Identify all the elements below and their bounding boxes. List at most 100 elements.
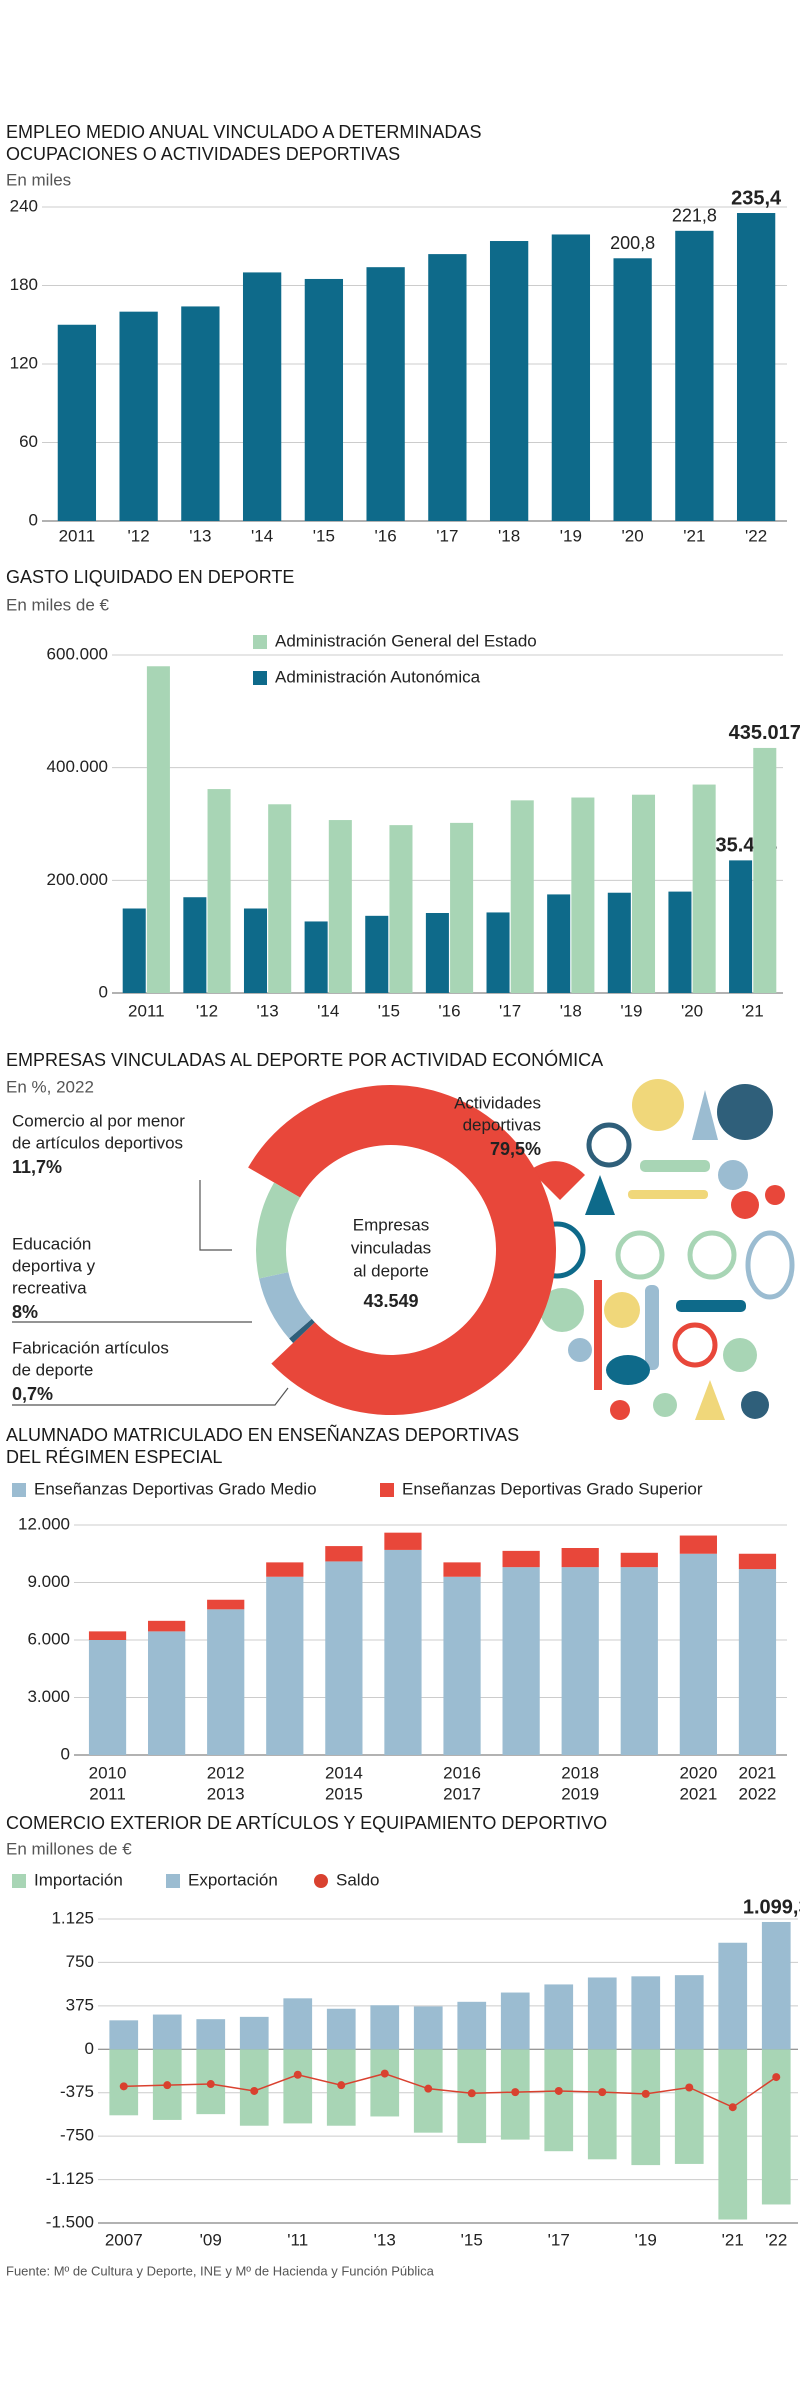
bar <box>370 2005 400 2050</box>
legend-swatch <box>253 671 267 685</box>
icon-dumbbell <box>640 1160 710 1172</box>
legend-swatch <box>12 1483 26 1497</box>
bar <box>502 1567 540 1755</box>
y-tick-label: 3.000 <box>27 1687 70 1706</box>
line-point <box>511 2088 520 2097</box>
bar <box>326 2008 356 2050</box>
bar <box>196 2019 226 2050</box>
icon-ball <box>723 1338 757 1372</box>
bar <box>207 1599 245 1610</box>
segment-label: de deporte <box>12 1360 93 1379</box>
bar <box>266 1576 304 1755</box>
segment-label: recreativa <box>12 1278 87 1297</box>
x-tick-label: '20 <box>681 1001 703 1020</box>
x-tick-label: '15 <box>461 2230 483 2249</box>
icon-ball <box>568 1338 592 1362</box>
x-tick-label: '13 <box>189 526 211 545</box>
leader-lines <box>12 1164 540 1406</box>
x-tick-label: '17 <box>436 526 458 545</box>
bar <box>328 820 352 993</box>
leader-line <box>12 1387 289 1406</box>
icon-shuttle <box>692 1090 718 1140</box>
x-tick-label: '18 <box>560 1001 582 1020</box>
line-point <box>641 2089 650 2098</box>
bar <box>613 258 652 521</box>
icon-wheel <box>615 1230 665 1280</box>
bar <box>384 1549 422 1755</box>
bar <box>365 915 389 993</box>
sports-icons <box>528 1079 795 1420</box>
icon-watch <box>586 1122 632 1168</box>
bar <box>152 2014 182 2050</box>
bar <box>631 1976 661 2050</box>
bar <box>761 2049 791 2205</box>
x-tick-label: 2013 <box>207 1784 245 1803</box>
bar <box>443 1576 481 1755</box>
bar <box>325 1561 363 1755</box>
bar <box>668 891 692 993</box>
icon-ball <box>540 1288 584 1332</box>
bar <box>283 2049 313 2124</box>
bar <box>428 254 467 521</box>
x-tick-label: '19 <box>620 1001 642 1020</box>
bar <box>242 272 282 521</box>
donut-segment <box>248 1085 556 1415</box>
y-tick-label: 12.000 <box>18 1514 70 1533</box>
icon-ball <box>606 1355 650 1385</box>
chart-title: EMPLEO MEDIO ANUAL VINCULADO A DETERMINA… <box>6 122 481 142</box>
center-text: Empresas <box>353 1215 430 1234</box>
bar <box>207 1609 245 1755</box>
bar <box>502 1550 540 1568</box>
bar <box>389 825 413 993</box>
donut-segment <box>289 1318 315 1343</box>
bar <box>88 1640 127 1755</box>
x-tick-label: '09 <box>200 2230 222 2249</box>
y-tick-label: -750 <box>60 2126 94 2145</box>
bar <box>486 912 510 993</box>
legend-label: Exportación <box>188 1870 278 1889</box>
icon-watch <box>672 1322 718 1368</box>
x-tick-label: '20 <box>622 526 644 545</box>
bar <box>183 897 207 993</box>
bar <box>620 1552 658 1568</box>
y-tick-label: 9.000 <box>27 1572 70 1591</box>
bar <box>547 894 571 993</box>
x-tick-label: '11 <box>287 2230 308 2249</box>
chart-title: OCUPACIONES O ACTIVIDADES DEPORTIVAS <box>6 144 400 164</box>
y-tick-label: 180 <box>10 275 38 294</box>
bar <box>283 1998 313 2050</box>
line-point <box>250 2086 259 2095</box>
x-tick-label: 2011 <box>59 526 96 545</box>
x-tick-label: '22 <box>765 2230 787 2249</box>
icon-racket <box>745 1230 795 1300</box>
y-tick-label: 600.000 <box>47 644 108 663</box>
line-point <box>206 2080 215 2089</box>
x-tick-label: '12 <box>128 526 150 545</box>
y-tick-label: 0 <box>29 510 38 529</box>
line-point <box>293 2070 302 2079</box>
segment-value: 0,7% <box>12 1384 53 1404</box>
line-point <box>119 2082 128 2091</box>
bar <box>109 2020 139 2050</box>
y-tick-label: -375 <box>60 2082 94 2101</box>
x-tick-label: 2014 <box>325 1763 363 1782</box>
bar <box>736 213 776 522</box>
x-tick-label: '18 <box>498 526 520 545</box>
x-tick-label: 2015 <box>325 1784 363 1803</box>
line-point <box>685 2083 694 2092</box>
y-tick-label: 750 <box>66 1952 94 1971</box>
y-tick-label: 6.000 <box>27 1629 70 1648</box>
value-label: 235,4 <box>731 187 782 209</box>
donut-segment <box>259 1272 312 1339</box>
segment-value: 79,5% <box>490 1139 541 1159</box>
x-tick-label: '14 <box>251 526 273 545</box>
bar <box>239 2016 269 2050</box>
segment-label: Fabricación artículos <box>12 1338 169 1357</box>
bar <box>413 2006 443 2050</box>
x-tick-label: 2021 <box>739 1763 777 1782</box>
x-tick-label: '15 <box>378 1001 400 1020</box>
icon-bat <box>628 1190 708 1199</box>
x-tick-label: 2016 <box>443 1763 481 1782</box>
x-tick-label: 2021 <box>679 1784 717 1803</box>
bar <box>561 1567 599 1755</box>
